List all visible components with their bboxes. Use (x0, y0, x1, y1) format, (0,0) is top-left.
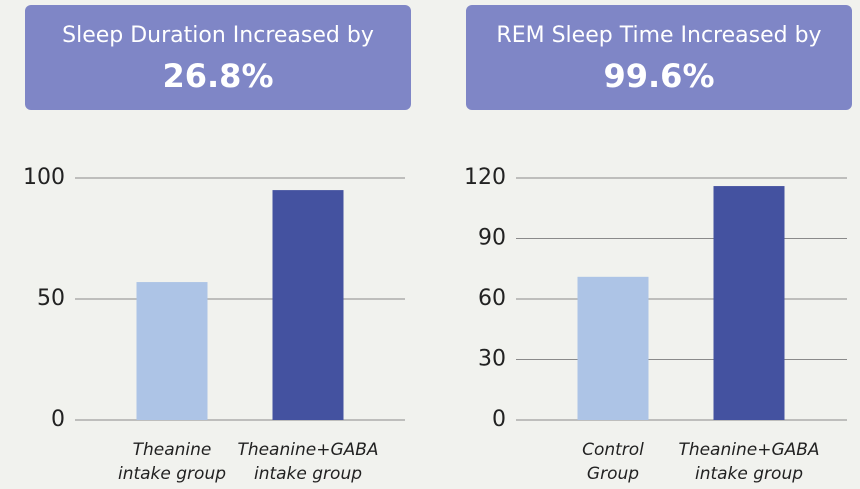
header-title: Sleep Duration Increased by (62, 23, 374, 48)
x-tick-label: intake group (695, 464, 803, 484)
header-title: REM Sleep Time Increased by (496, 23, 821, 48)
header-highlight: 99.6% (603, 57, 714, 95)
x-tick-label: Theanine+GABA (237, 440, 378, 460)
bar (577, 276, 649, 420)
header-box (466, 5, 852, 110)
y-tick-label: 50 (37, 286, 65, 311)
y-tick-label: 0 (492, 407, 506, 432)
y-tick-label: 0 (51, 407, 65, 432)
x-tick-label: Control (582, 440, 644, 460)
y-tick-label: 60 (478, 286, 506, 311)
y-tick-label: 30 (478, 347, 506, 372)
y-tick-label: 100 (23, 165, 65, 190)
bar (272, 190, 344, 420)
y-tick-label: 90 (478, 226, 506, 251)
x-tick-label: intake group (118, 464, 226, 484)
header-highlight: 26.8% (162, 57, 273, 95)
bar (136, 282, 208, 420)
header-box (25, 5, 411, 110)
y-tick-label: 120 (464, 165, 506, 190)
x-tick-label: Theanine (133, 440, 212, 460)
x-tick-label: Theanine+GABA (678, 440, 819, 460)
x-tick-label: intake group (254, 464, 362, 484)
bar (713, 186, 785, 420)
x-tick-label: Group (587, 464, 639, 484)
